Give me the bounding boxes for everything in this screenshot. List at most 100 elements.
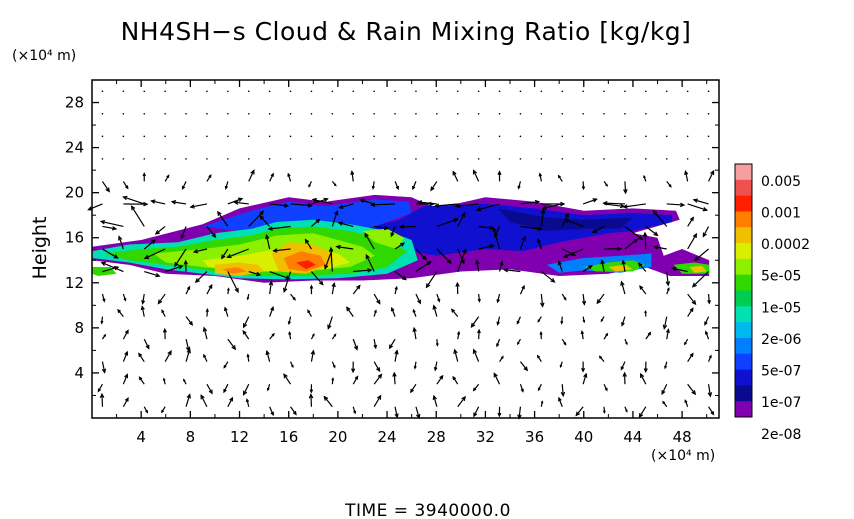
wind-vector: [310, 158, 313, 160]
wind-vector: [200, 394, 208, 408]
wind-vector: [206, 90, 208, 93]
wind-vector: [373, 158, 375, 160]
wind-vector: [637, 262, 647, 272]
wind-vector: [517, 181, 522, 190]
colorbar-label: 0.0002: [761, 237, 810, 253]
wind-vector: [101, 333, 107, 340]
wind-vector: [227, 396, 234, 408]
plot-frame: [91, 79, 720, 419]
wind-vector: [621, 316, 626, 327]
cloud-region-orange-6: [689, 265, 707, 273]
wind-vector: [309, 384, 314, 394]
wind-vector: [101, 158, 104, 160]
x-tick-label: 4: [136, 428, 146, 446]
wind-vector: [560, 384, 566, 398]
wind-vector: [581, 181, 586, 191]
wind-vector: [122, 373, 129, 385]
y-tick-label: 24: [65, 139, 84, 157]
colorbar-swatch: [735, 164, 752, 181]
wind-vector: [352, 158, 355, 160]
y-tick-label: 12: [65, 274, 84, 292]
wind-vector: [517, 338, 521, 346]
wind-vector: [692, 198, 709, 205]
y-unit-label: (×10⁴ m): [12, 48, 76, 64]
wind-vector: [517, 406, 522, 420]
wind-vector: [206, 174, 212, 182]
wind-vector: [227, 271, 239, 294]
wind-vector: [661, 383, 668, 396]
wind-vector: [704, 330, 710, 340]
wind-vector: [645, 225, 659, 237]
wind-vector: [337, 221, 354, 228]
wind-vector: [472, 383, 480, 392]
wind-vector: [537, 238, 542, 250]
wind-vector: [373, 394, 382, 408]
wind-vector: [174, 248, 187, 268]
wind-vector: [185, 158, 187, 160]
wind-vector: [707, 113, 710, 115]
wind-vector: [102, 225, 118, 231]
wind-vector: [307, 309, 312, 317]
wind-vector: [394, 90, 396, 93]
wind-vector: [352, 375, 359, 385]
cloud-region-dark-blue: [362, 203, 673, 256]
wind-vector: [267, 225, 291, 231]
wind-vector: [304, 238, 312, 250]
wind-vector: [598, 355, 605, 363]
wind-vector: [708, 169, 715, 182]
wind-vector: [624, 90, 626, 93]
wind-vector: [652, 209, 668, 227]
wind-vector: [143, 135, 146, 138]
wind-vector: [311, 198, 333, 205]
wind-vector: [101, 113, 104, 115]
wind-vector: [290, 361, 294, 369]
wind-vector: [665, 271, 671, 287]
wind-vector: [413, 361, 417, 370]
wind-vector: [140, 305, 145, 317]
wind-vector: [289, 113, 292, 115]
wind-vector: [394, 349, 399, 362]
mixing-ratio-field: [92, 194, 710, 283]
x-tick-label: 44: [623, 428, 642, 446]
wind-vector: [687, 383, 697, 396]
wind-vector: [436, 90, 438, 93]
wind-vector: [702, 226, 710, 238]
wind-vector: [290, 406, 297, 416]
wind-vector: [624, 225, 644, 241]
wind-vector: [392, 371, 397, 385]
wind-vector: [331, 181, 337, 187]
wind-vector: [416, 200, 437, 205]
wind-vector: [519, 135, 522, 138]
wind-vector: [436, 248, 452, 265]
wind-vector: [150, 199, 166, 205]
wind-vector: [161, 406, 166, 414]
wind-vector: [435, 339, 439, 347]
wind-vector: [141, 293, 146, 305]
wind-vector: [539, 331, 543, 340]
time-label: TIME = 3940000.0: [344, 501, 511, 519]
wind-vector: [142, 172, 146, 182]
wind-vector: [561, 90, 564, 93]
wind-vector: [433, 203, 458, 208]
wind-vector: [138, 352, 145, 362]
wind-vector: [346, 306, 354, 317]
wind-vector: [290, 203, 313, 208]
wind-vector: [686, 158, 689, 160]
wind-vector: [162, 327, 167, 340]
wind-vector: [415, 135, 417, 138]
wind-vector: [289, 135, 292, 138]
x-tick-label: 8: [186, 428, 196, 446]
wind-vector: [707, 384, 713, 398]
wind-vector: [687, 232, 698, 250]
wind-vector: [100, 261, 124, 273]
wind-vector: [432, 394, 438, 407]
wind-vector: [143, 113, 146, 115]
colorbar-swatch: [735, 211, 752, 228]
wind-vector: [540, 90, 543, 93]
wind-vector: [561, 293, 567, 301]
wind-vector: [310, 333, 315, 340]
wind-vector: [331, 361, 336, 369]
wind-vector: [558, 396, 563, 407]
wind-vector: [189, 203, 208, 209]
